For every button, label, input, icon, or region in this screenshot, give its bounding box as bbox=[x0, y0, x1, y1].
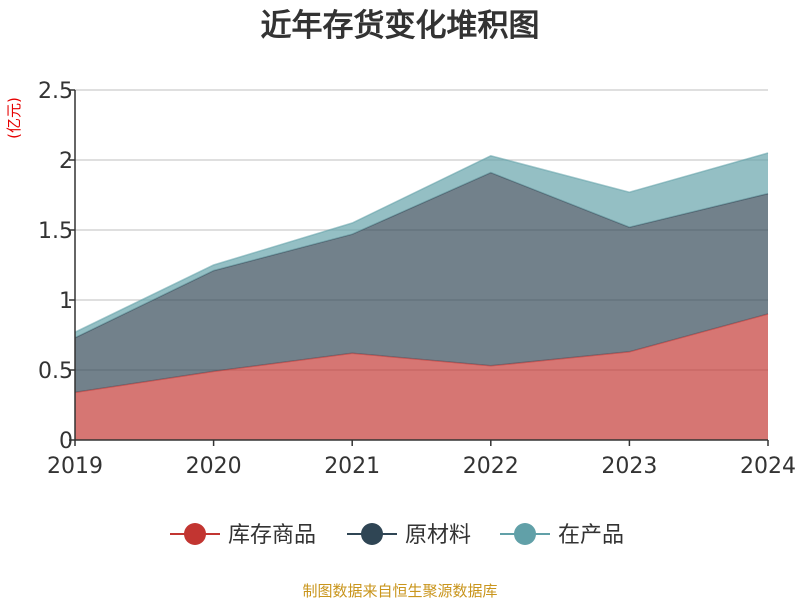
legend: 库存商品 原材料 在产品 bbox=[170, 523, 624, 548]
x-tick-label: 2022 bbox=[463, 454, 519, 479]
chart-title: 近年存货变化堆积图 bbox=[261, 8, 540, 44]
area-series-2 bbox=[75, 153, 768, 338]
source-note: 制图数据来自恒生聚源数据库 bbox=[302, 582, 497, 600]
area-series-0 bbox=[75, 314, 768, 440]
y-tick-label: 0.5 bbox=[38, 359, 73, 384]
y-tick-label: 2 bbox=[59, 149, 73, 174]
x-tick-label: 2019 bbox=[47, 454, 103, 479]
series-areas bbox=[74, 152, 769, 440]
y-tick-label: 0 bbox=[59, 429, 73, 454]
legend-marker bbox=[514, 523, 536, 545]
y-tick-labels: 0 0.5 1 1.5 2 2.5 bbox=[38, 79, 73, 454]
x-tick-label: 2021 bbox=[324, 454, 380, 479]
x-tick-label: 2023 bbox=[601, 454, 657, 479]
y-tick-label: 1.5 bbox=[38, 219, 73, 244]
legend-label: 原材料 bbox=[405, 523, 471, 548]
x-tick-label: 2024 bbox=[740, 454, 796, 479]
legend-marker bbox=[184, 523, 206, 545]
area-edge-series-2 bbox=[74, 152, 769, 333]
y-tick-label: 2.5 bbox=[38, 79, 73, 104]
legend-item-0[interactable]: 库存商品 bbox=[170, 523, 316, 548]
x-tick-label: 2020 bbox=[186, 454, 242, 479]
x-tick-labels: 2019 2020 2021 2022 2023 2024 bbox=[47, 454, 796, 479]
y-tick-label: 1 bbox=[59, 289, 73, 314]
y-axis-unit: (亿元) bbox=[5, 97, 23, 139]
legend-label: 库存商品 bbox=[228, 523, 316, 548]
legend-item-2[interactable]: 在产品 bbox=[500, 523, 624, 548]
area-series-1 bbox=[75, 172, 768, 393]
legend-item-1[interactable]: 原材料 bbox=[347, 523, 471, 548]
legend-marker bbox=[361, 523, 383, 545]
legend-label: 在产品 bbox=[558, 523, 624, 548]
axes bbox=[69, 89, 769, 446]
